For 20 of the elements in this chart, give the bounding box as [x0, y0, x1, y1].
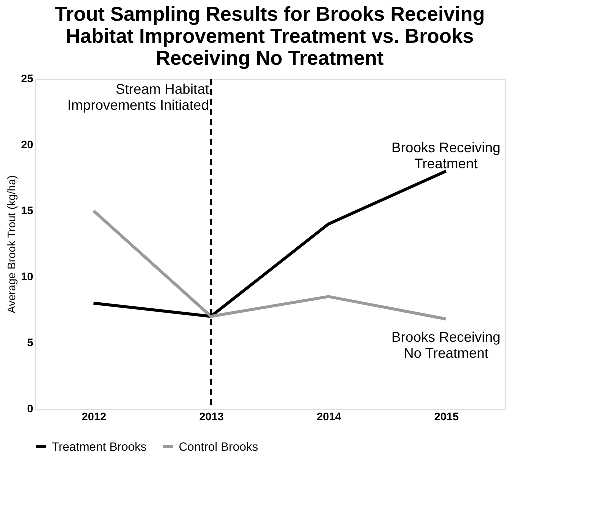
ref-line-label: Stream Habitat Improvements Initiated: [68, 81, 210, 113]
text: Receiving No Treatment: [156, 48, 384, 70]
x-tick-label: 2013: [200, 412, 224, 424]
y-axis-title: Average Brook Trout (kg/ha): [6, 176, 18, 314]
y-tick-label: 15: [21, 206, 34, 218]
y-tick-label: 10: [21, 272, 34, 284]
annotation: Brooks Receiving Treatment: [392, 139, 501, 172]
x-tick-label: 2015: [434, 412, 459, 424]
legend-label: Treatment Brooks: [52, 440, 147, 454]
x-tick-label: 2012: [82, 412, 106, 424]
y-tick-label: 25: [21, 74, 34, 86]
text: Trout Sampling Results for Brooks Receiving: [54, 4, 486, 26]
line-series: [92, 210, 448, 321]
text: Habitat Improvement Treatment vs. Brooks: [66, 26, 474, 48]
x-tick-label: 2014: [317, 412, 342, 424]
annotation: Brooks Receiving No Treatment: [392, 329, 501, 362]
y-tick-label: 5: [27, 338, 34, 350]
legend-label: Control Brooks: [179, 440, 258, 454]
y-tick-label: 20: [21, 140, 34, 152]
y-tick-label: 0: [27, 404, 34, 416]
